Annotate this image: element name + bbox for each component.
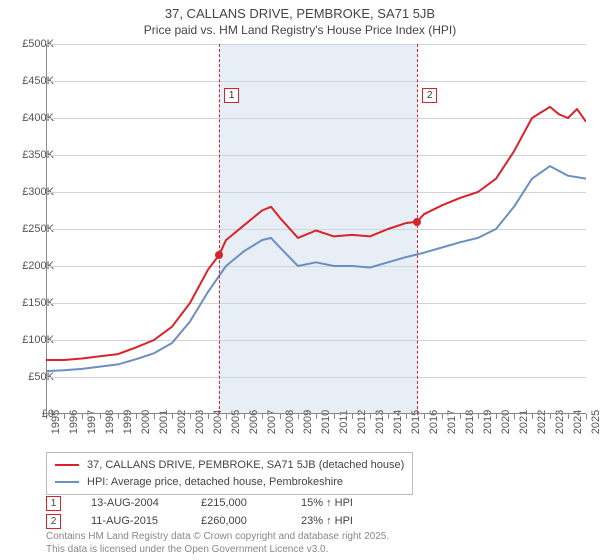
legend-item: HPI: Average price, detached house, Pemb… [55, 474, 404, 491]
x-tick-mark [172, 414, 173, 419]
marker-vline [219, 44, 220, 414]
series-line [46, 107, 586, 360]
legend-item: 37, CALLANS DRIVE, PEMBROKE, SA71 5JB (d… [55, 457, 404, 474]
legend-label: HPI: Average price, detached house, Pemb… [87, 474, 343, 491]
plot-area: 12 [46, 44, 586, 414]
transaction-delta: 15% ↑ HPI [301, 497, 381, 509]
x-tick-mark [154, 414, 155, 419]
x-tick-mark [190, 414, 191, 419]
x-tick-mark [406, 414, 407, 419]
x-tick-mark [298, 414, 299, 419]
transaction-date: 11-AUG-2015 [91, 515, 171, 527]
x-tick-mark [388, 414, 389, 419]
marker-label-box: 1 [224, 88, 239, 103]
footnote-line-2: This data is licensed under the Open Gov… [46, 544, 389, 557]
transaction-number-box: 1 [46, 496, 61, 511]
transaction-price: £260,000 [201, 515, 271, 527]
x-tick-mark [118, 414, 119, 419]
line-series-svg [46, 44, 586, 414]
x-tick-label: 2025 [590, 410, 600, 434]
x-tick-mark [208, 414, 209, 419]
legend-label: 37, CALLANS DRIVE, PEMBROKE, SA71 5JB (d… [87, 457, 404, 474]
chart-subtitle: Price paid vs. HM Land Registry's House … [0, 23, 600, 41]
transaction-marker [413, 218, 421, 226]
x-tick-mark [280, 414, 281, 419]
transaction-delta: 23% ↑ HPI [301, 515, 381, 527]
transaction-number-box: 2 [46, 514, 61, 529]
x-tick-mark [424, 414, 425, 419]
x-tick-mark [568, 414, 569, 419]
legend-swatch [55, 464, 79, 466]
marker-vline [417, 44, 418, 414]
x-tick-mark [442, 414, 443, 419]
chart-container: 37, CALLANS DRIVE, PEMBROKE, SA71 5JB Pr… [0, 0, 600, 560]
x-tick-mark [370, 414, 371, 419]
x-tick-mark [100, 414, 101, 419]
footnote: Contains HM Land Registry data © Crown c… [46, 531, 389, 556]
x-tick-mark [550, 414, 551, 419]
chart-title: 37, CALLANS DRIVE, PEMBROKE, SA71 5JB [0, 0, 600, 23]
x-tick-mark [262, 414, 263, 419]
x-tick-mark [496, 414, 497, 419]
x-tick-mark [226, 414, 227, 419]
x-tick-mark [64, 414, 65, 419]
x-tick-mark [334, 414, 335, 419]
x-tick-mark [532, 414, 533, 419]
x-tick-mark [352, 414, 353, 419]
marker-label-box: 2 [422, 88, 437, 103]
x-tick-mark [514, 414, 515, 419]
transactions-table: 1 13-AUG-2004 £215,000 15% ↑ HPI 2 11-AUG-201… [46, 494, 381, 530]
legend-swatch [55, 481, 79, 483]
transaction-date: 13-AUG-2004 [91, 497, 171, 509]
footnote-line-1: Contains HM Land Registry data © Crown c… [46, 531, 389, 544]
transaction-row: 2 11-AUG-2015 £260,000 23% ↑ HPI [46, 512, 381, 530]
x-tick-mark [460, 414, 461, 419]
x-tick-mark [478, 414, 479, 419]
transaction-price: £215,000 [201, 497, 271, 509]
transaction-row: 1 13-AUG-2004 £215,000 15% ↑ HPI [46, 494, 381, 512]
x-tick-mark [82, 414, 83, 419]
legend-box: 37, CALLANS DRIVE, PEMBROKE, SA71 5JB (d… [46, 452, 413, 495]
transaction-marker [215, 251, 223, 259]
series-line [46, 166, 586, 371]
x-tick-mark [316, 414, 317, 419]
x-tick-mark [586, 414, 587, 419]
x-tick-mark [136, 414, 137, 419]
x-tick-mark [244, 414, 245, 419]
